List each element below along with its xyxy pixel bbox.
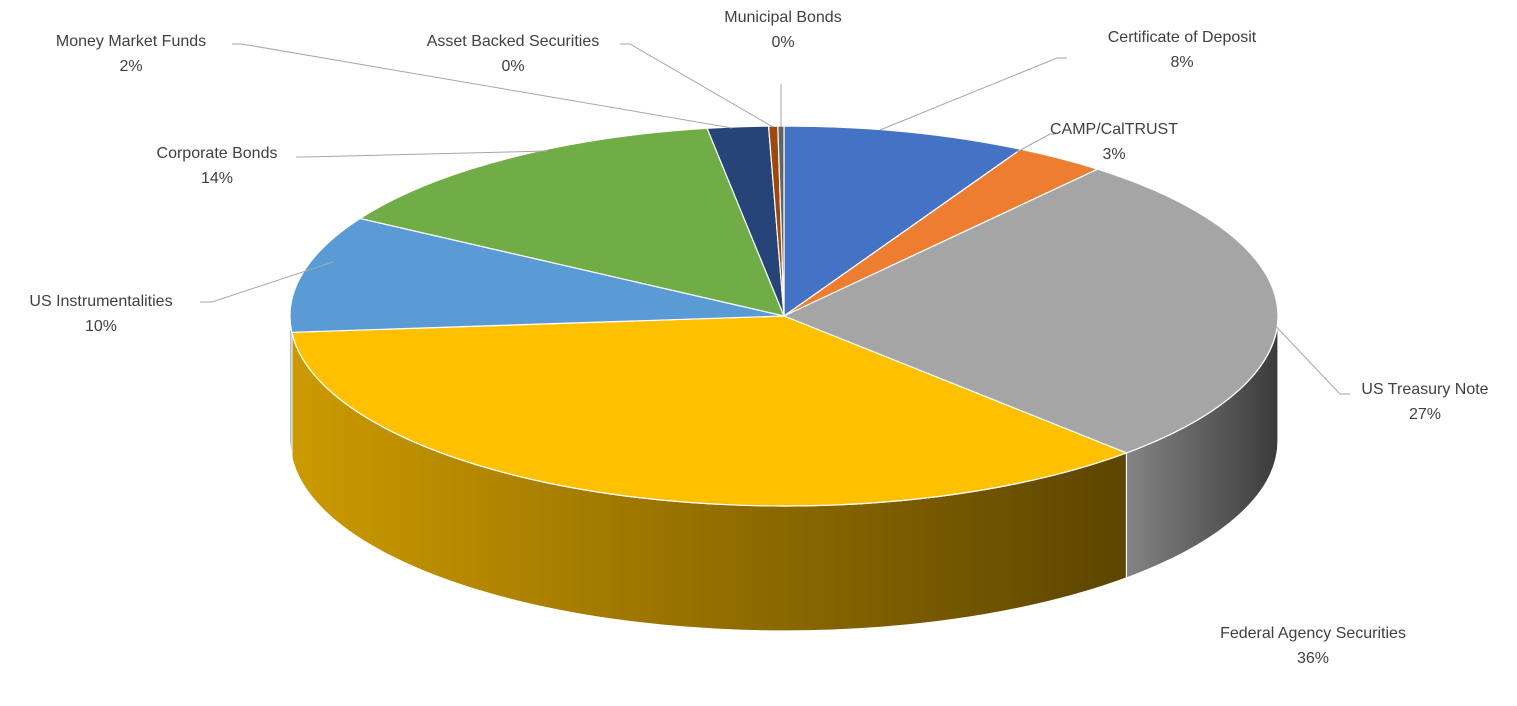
slice-percent-asset-backed-securities: 0% [501, 58, 524, 75]
slice-percent-corporate-bonds: 14% [201, 170, 233, 187]
slice-label-us-treasury-note: US Treasury Note [1361, 381, 1488, 398]
slice-percent-us-instrumentalities: 10% [85, 318, 117, 335]
slice-label-federal-agency-securities: Federal Agency Securities [1220, 625, 1406, 642]
leader-line-camp-caltrust [1016, 133, 1056, 153]
leader-line-corporate-bonds [296, 150, 549, 158]
slice-label-camp-caltrust: CAMP/CalTRUST [1050, 121, 1178, 138]
slice-percent-certificate-of-deposit: 8% [1170, 54, 1193, 71]
leader-line-us-treasury-note [1267, 317, 1350, 395]
leader-line-layer [200, 43, 1350, 395]
slice-percent-money-market-funds: 2% [119, 58, 142, 75]
slice-side-us-instrumentalities [289, 315, 293, 458]
pie-top-layer [289, 125, 1279, 507]
slice-certificate-of-deposit [783, 125, 1022, 317]
slice-label-municipal-bonds: Municipal Bonds [724, 9, 841, 26]
leader-line-certificate-of-deposit [879, 57, 1067, 131]
slice-label-money-market-funds: Money Market Funds [56, 33, 206, 50]
slice-label-certificate-of-deposit: Certificate of Deposit [1108, 29, 1257, 46]
leader-line-asset-backed-securities [620, 43, 774, 128]
slice-label-asset-backed-securities: Asset Backed Securities [427, 33, 600, 50]
slice-percent-federal-agency-securities: 36% [1297, 650, 1329, 667]
slice-us-treasury-note [783, 168, 1279, 454]
slice-us-instrumentalities [289, 217, 785, 333]
slice-percent-us-treasury-note: 27% [1409, 406, 1441, 423]
slice-label-corporate-bonds: Corporate Bonds [157, 145, 278, 162]
slice-label-us-instrumentalities: US Instrumentalities [29, 293, 172, 310]
label-layer: Certificate of Deposit 8% CAMP/CalTRUST 3% U… [29, 9, 1488, 667]
slice-percent-municipal-bonds: 0% [771, 34, 794, 51]
slice-percent-camp-caltrust: 3% [1102, 146, 1125, 163]
leader-line-money-market-funds [232, 43, 733, 129]
slice-corporate-bonds [359, 127, 785, 317]
leader-line-us-instrumentalities [200, 261, 334, 303]
slice-federal-agency-securities [291, 315, 1128, 507]
